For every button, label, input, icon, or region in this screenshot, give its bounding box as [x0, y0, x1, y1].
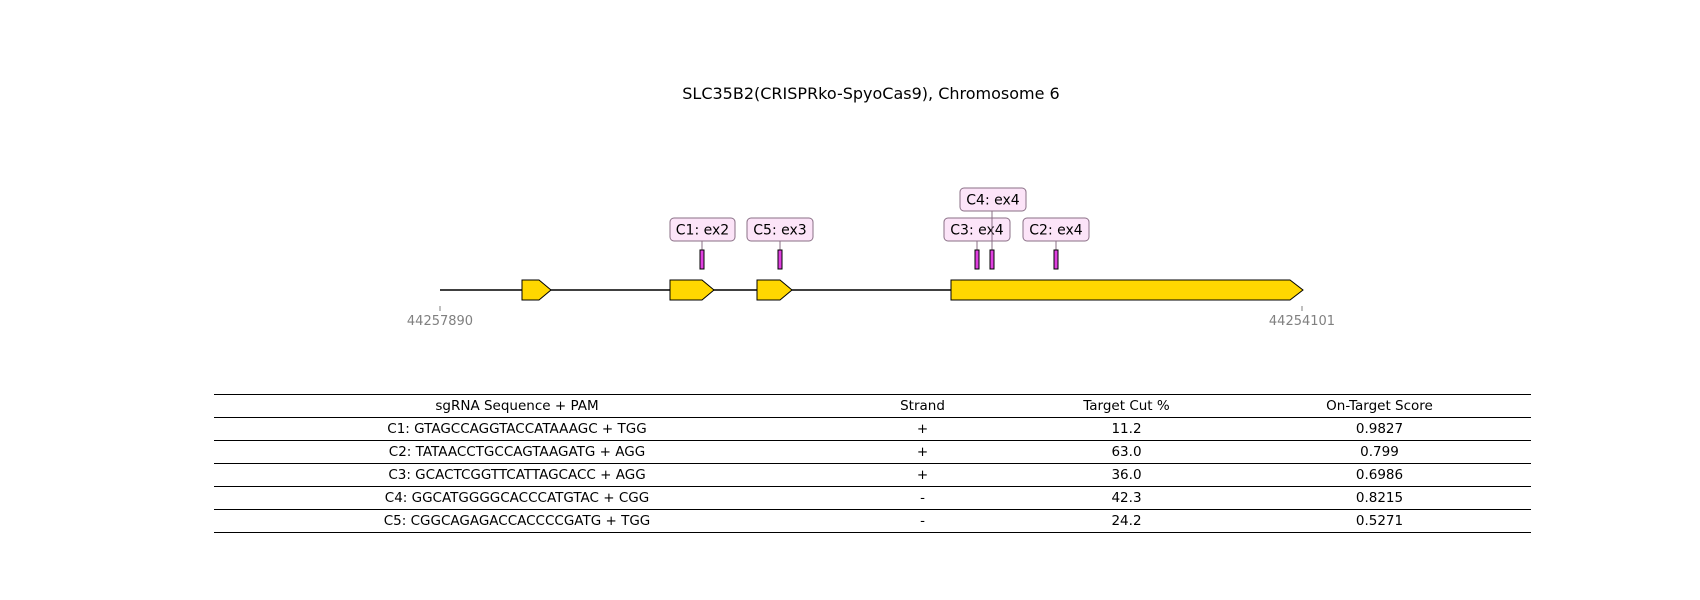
header-target-cut: Target Cut %	[1025, 394, 1228, 418]
cell-target-cut: 11.2	[1025, 417, 1228, 441]
cell-strand: -	[820, 486, 1025, 510]
guide-label-box	[669, 217, 736, 242]
cell-target-cut: 36.0	[1025, 463, 1228, 487]
cell-strand: +	[820, 440, 1025, 464]
guide-label-box	[959, 187, 1027, 212]
guide-marker	[974, 249, 980, 270]
cell-sequence: C5: CGGCAGAGACCACCCCGATG + TGG	[214, 509, 820, 533]
guide-label: C1: ex2	[676, 223, 729, 239]
guide-c2: C2: ex4	[1022, 217, 1090, 270]
cell-target-cut: 42.3	[1025, 486, 1228, 510]
guide-label-box	[1022, 217, 1090, 242]
cell-strand: +	[820, 417, 1025, 441]
table-header-row: sgRNA Sequence + PAM Strand Target Cut %…	[214, 394, 1531, 418]
guide-c1: C1: ex2	[669, 217, 736, 270]
guide-marker	[989, 249, 995, 270]
guide-marker	[699, 249, 705, 270]
table-row: C5: CGGCAGAGACCACCCCGATG + TGG - 24.2 0.…	[214, 509, 1531, 533]
coord-start: 44257890	[407, 314, 473, 329]
table-row: C4: GGCATGGGGCACCCATGTAC + CGG - 42.3 0.…	[214, 486, 1531, 510]
guide-c4: C4: ex4	[959, 187, 1027, 270]
exon-3	[756, 279, 793, 301]
table-row: C2: TATAACCTGCCAGTAAGATG + AGG + 63.0 0.…	[214, 440, 1531, 464]
guide-label: C5: ex3	[753, 223, 806, 239]
cell-score: 0.8215	[1228, 486, 1531, 510]
guide-c5: C5: ex3	[746, 217, 814, 270]
exon-2	[669, 279, 715, 301]
exon-1	[521, 279, 552, 301]
table-row: C1: GTAGCCAGGTACCATAAAGC + TGG + 11.2 0.…	[214, 417, 1531, 441]
guide-label-box	[746, 217, 814, 242]
sgrna-table: sgRNA Sequence + PAM Strand Target Cut %…	[214, 394, 1531, 533]
cell-sequence: C2: TATAACCTGCCAGTAAGATG + AGG	[214, 440, 820, 464]
guide-label: C2: ex4	[1029, 223, 1083, 239]
figure-title: SLC35B2(CRISPRko-SpyoCas9), Chromosome 6	[682, 84, 1059, 103]
cell-target-cut: 63.0	[1025, 440, 1228, 464]
cell-sequence: C1: GTAGCCAGGTACCATAAAGC + TGG	[214, 417, 820, 441]
coord-end: 44254101	[1269, 314, 1335, 329]
guide-marker	[1053, 249, 1059, 270]
cell-strand: +	[820, 463, 1025, 487]
guide-label: C4: ex4	[966, 193, 1020, 209]
header-on-target-score: On-Target Score	[1228, 394, 1531, 418]
guide-label-box	[943, 217, 1011, 242]
cell-score: 0.799	[1228, 440, 1531, 464]
cell-score: 0.6986	[1228, 463, 1531, 487]
cell-score: 0.9827	[1228, 417, 1531, 441]
guide-c3: C3: ex4	[943, 217, 1011, 270]
guide-label: C3: ex4	[950, 223, 1004, 239]
cell-target-cut: 24.2	[1025, 509, 1228, 533]
exon-4	[950, 279, 1304, 301]
header-sequence: sgRNA Sequence + PAM	[214, 394, 820, 418]
cell-sequence: C4: GGCATGGGGCACCCATGTAC + CGG	[214, 486, 820, 510]
guide-marker	[777, 249, 783, 270]
header-strand: Strand	[820, 394, 1025, 418]
table-row: C3: GCACTCGGTTCATTAGCACC + AGG + 36.0 0.…	[214, 463, 1531, 487]
cell-sequence: C3: GCACTCGGTTCATTAGCACC + AGG	[214, 463, 820, 487]
cell-strand: -	[820, 509, 1025, 533]
cell-score: 0.5271	[1228, 509, 1531, 533]
